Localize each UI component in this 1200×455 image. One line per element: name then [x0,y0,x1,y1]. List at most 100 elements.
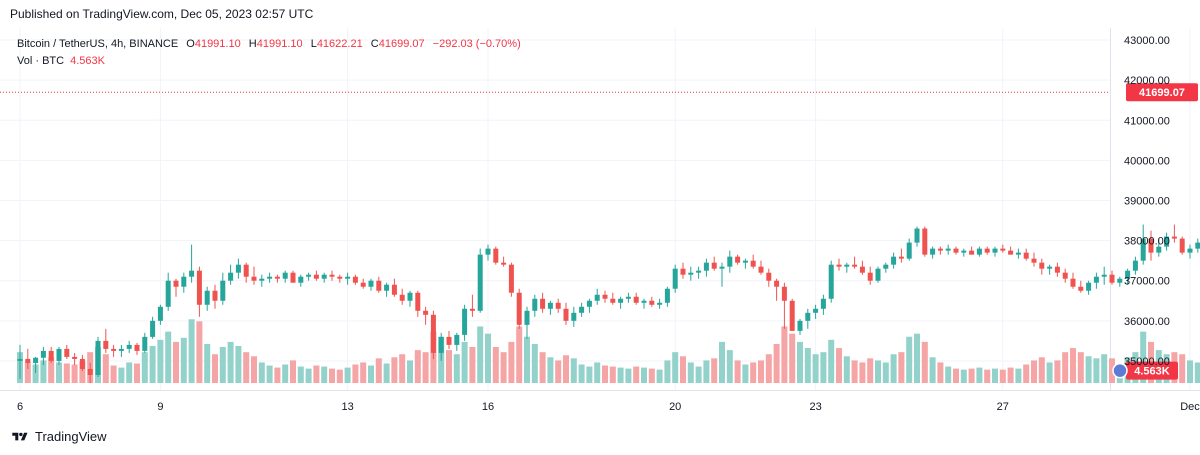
candlestick-chart[interactable]: 41699.074.563K 35000.0036000.0037000.003… [0,28,1200,418]
volume-bar [157,339,164,383]
candle-body [1070,278,1076,287]
candle [48,346,54,363]
candle [953,246,959,255]
candle-body [1125,270,1131,279]
candle [1000,244,1006,253]
volume-bar [71,364,78,383]
candle [719,262,725,287]
candle-body [1109,274,1115,283]
candle-body [111,348,117,351]
candle-body [1023,252,1029,259]
volume-bar [633,366,640,383]
last-price-label: 41699.07 [1139,87,1185,99]
volume-bar [680,356,686,383]
candle [321,272,327,283]
candle [181,272,187,293]
candle-body [547,302,553,309]
volume-bar [797,341,803,383]
candle-body [961,250,967,253]
candle-body [820,298,826,309]
candle-body [368,280,374,287]
volume-bar [1109,358,1115,383]
candle [680,262,686,279]
candle-body [150,320,156,337]
candle-body [508,264,514,293]
candle [1054,262,1060,277]
candle-body [953,248,959,253]
candle-body [844,264,850,267]
candle [329,270,335,281]
candle [703,258,709,277]
candle [610,292,616,305]
volume-bar [32,364,39,383]
candle [961,248,967,257]
candle [485,244,491,261]
candle [267,272,273,283]
candle [508,262,514,297]
candle [462,304,468,341]
candle-body [1156,246,1162,253]
candle [111,344,117,357]
volume-bar [399,354,406,383]
low-value: 41622.21 [316,38,363,50]
candle-body [1117,278,1123,283]
candle [1062,268,1068,283]
candle [1008,246,1014,255]
grid-lines [0,28,1200,391]
volume-bar [204,343,211,383]
candle [649,296,655,307]
volume-bar [625,368,632,383]
candle-body [251,276,257,281]
candle [1070,272,1076,289]
volume-bar [524,336,530,383]
candle-body [33,357,39,363]
candle [571,306,577,327]
candle-body [969,250,975,255]
price-tick-label: 39000.00 [1124,195,1170,207]
time-tick-label: 6 [17,401,23,413]
candle-body [118,348,124,351]
volume-bar [882,362,889,383]
volume-bar [859,362,866,383]
volume-bar [875,360,881,383]
candle [1179,236,1185,255]
candle-body [727,256,733,267]
candle [641,298,647,309]
volume-bar [313,365,320,383]
candle [204,286,210,311]
candle-body [423,310,429,315]
volume-bar [360,362,367,383]
candle [282,270,288,283]
volume-bar [1046,362,1053,383]
volume-bar [165,331,172,383]
candle [836,258,842,271]
volume-bar [352,364,359,383]
candle-body [212,290,218,301]
chart-pane[interactable]: 41699.07 4.563K 35000.00 36000.00 37000.00 3… [0,28,1200,418]
candle [922,226,928,257]
volume-bar [1140,331,1147,383]
volume-bar [1007,367,1014,383]
candle [805,308,811,329]
volume-bar [344,367,351,383]
candle [688,266,694,281]
candle [969,246,975,255]
candle [1047,264,1053,275]
candle [259,274,265,287]
candle-body [1008,250,1014,255]
candle [1023,248,1029,261]
candle [150,316,156,339]
candle-body [540,298,546,309]
volume-bar [422,352,429,383]
volume-bar [781,326,788,383]
tradingview-logo-icon [12,432,28,440]
candle [251,266,257,285]
volume-bar [141,352,148,383]
volume-bar [485,333,491,383]
candle [735,254,741,265]
volume-bar [446,350,452,383]
footer-branding[interactable]: TradingView [10,429,107,444]
candle [547,300,553,315]
candle-body [1164,236,1170,247]
volume-bar [40,360,47,383]
